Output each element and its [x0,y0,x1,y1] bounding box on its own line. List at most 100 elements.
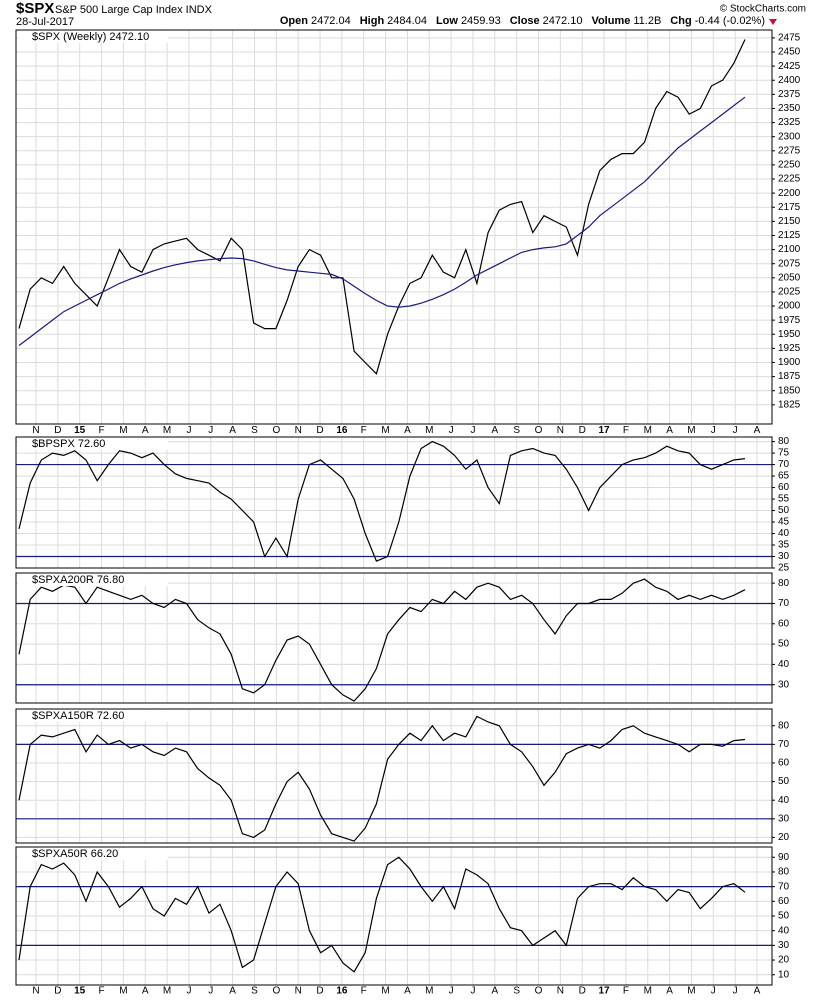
title-bg [18,31,168,43]
quote-label: Volume [591,15,630,27]
y-tick-label: 60 [778,482,790,493]
panel-frame [15,572,773,704]
x-tick-label: M [425,425,433,436]
y-tick-label: 2250 [778,160,801,171]
series-line [18,440,746,562]
y-tick-label: 1975 [778,315,801,326]
y-tick-label: 50 [778,776,790,787]
series-line [18,715,746,842]
x-tick-label: J [470,425,475,436]
quote-value: -0.44 (-0.02%) [695,15,765,27]
panel-frame [15,708,773,844]
y-tick-label: 35 [778,540,790,551]
panel-title: $SPXA150R 72.60 [32,710,124,722]
x-tick-label: N [295,425,302,436]
x-tick-label: M [163,425,171,436]
quote-value: 2484.04 [387,15,427,27]
y-tick-label: 65 [778,471,790,482]
x-tick-label: J [711,425,716,436]
x-tick-label: F [623,425,629,436]
quote-label: High [360,15,385,27]
y-tick-label: 70 [778,459,790,470]
x-tick-label: M [119,425,127,436]
title-bg [18,848,168,860]
y-tick-label: 2350 [778,103,801,114]
quote-label: Close [510,15,540,27]
y-tick-label: 2400 [778,75,801,86]
y-tick-label: 30 [778,679,790,690]
symbol: $SPX [16,0,54,17]
y-tick-label: 60 [778,896,790,907]
y-tick-label: 70 [778,739,790,750]
y-tick-label: 2275 [778,145,801,156]
x-tick-label: 16 [336,425,348,436]
x-tick-label: O [272,986,280,997]
y-tick-label: 80 [778,867,790,878]
y-tick-label: 80 [778,578,790,589]
y-tick-label: 1900 [778,357,801,368]
y-tick-label: 70 [778,881,790,892]
x-tick-label: F [361,425,367,436]
x-tick-label: J [711,986,716,997]
x-tick-label: A [229,986,236,997]
x-tick-label: O [272,425,280,436]
quote-value: 2459.93 [461,15,501,27]
y-tick-label: 2325 [778,117,801,128]
x-tick-label: J [186,986,191,997]
date: 28-Jul-2017 [16,16,74,28]
y-tick-label: 30 [778,551,790,562]
y-tick-label: 40 [778,528,790,539]
y-tick-label: 50 [778,639,790,650]
x-tick-label: A [404,986,411,997]
x-tick-label: D [54,986,61,997]
panel-frame [15,846,773,986]
x-tick-label: 16 [336,986,348,997]
y-tick-label: 2075 [778,258,801,269]
x-tick-label: F [623,986,629,997]
x-tick-label: A [666,986,673,997]
y-tick-label: 1825 [778,399,801,410]
y-tick-label: 2000 [778,301,801,312]
series-line [18,578,746,702]
x-tick-label: M [163,986,171,997]
panel-title: $SPXA50R 66.20 [32,848,118,860]
x-tick-label: N [32,986,39,997]
x-tick-label: J [186,425,191,436]
y-tick-label: 50 [778,911,790,922]
x-tick-label: M [381,986,389,997]
x-tick-label: O [535,425,543,436]
y-tick-label: 2225 [778,174,801,185]
y-tick-label: 90 [778,852,790,863]
x-tick-label: S [251,425,258,436]
title-bg [18,438,168,450]
x-tick-label: N [295,986,302,997]
panel-frame [15,436,773,569]
y-tick-label: 2200 [778,188,801,199]
y-tick-label: 2125 [778,230,801,241]
y-tick-label: 2100 [778,244,801,255]
y-tick-label: 1925 [778,343,801,354]
x-tick-label: 17 [598,986,610,997]
y-tick-label: 45 [778,517,790,528]
quote-label: Low [436,15,458,27]
y-tick-label: 1950 [778,329,801,340]
x-tick-label: F [361,986,367,997]
x-tick-label: J [733,425,738,436]
series-line [18,39,746,375]
y-tick-label: 50 [778,505,790,516]
quote-value: 2472.04 [311,15,351,27]
x-tick-label: M [119,986,127,997]
x-tick-label: D [54,425,61,436]
x-tick-label: A [491,425,498,436]
x-tick-label: F [98,425,104,436]
x-tick-label: A [404,425,411,436]
y-tick-label: 20 [778,832,790,843]
y-tick-label: 60 [778,618,790,629]
x-tick-label: D [579,425,586,436]
y-tick-label: 30 [778,940,790,951]
y-tick-label: 30 [778,813,790,824]
x-tick-label: J [449,986,454,997]
x-tick-label: M [687,425,695,436]
y-tick-label: 20 [778,955,790,966]
